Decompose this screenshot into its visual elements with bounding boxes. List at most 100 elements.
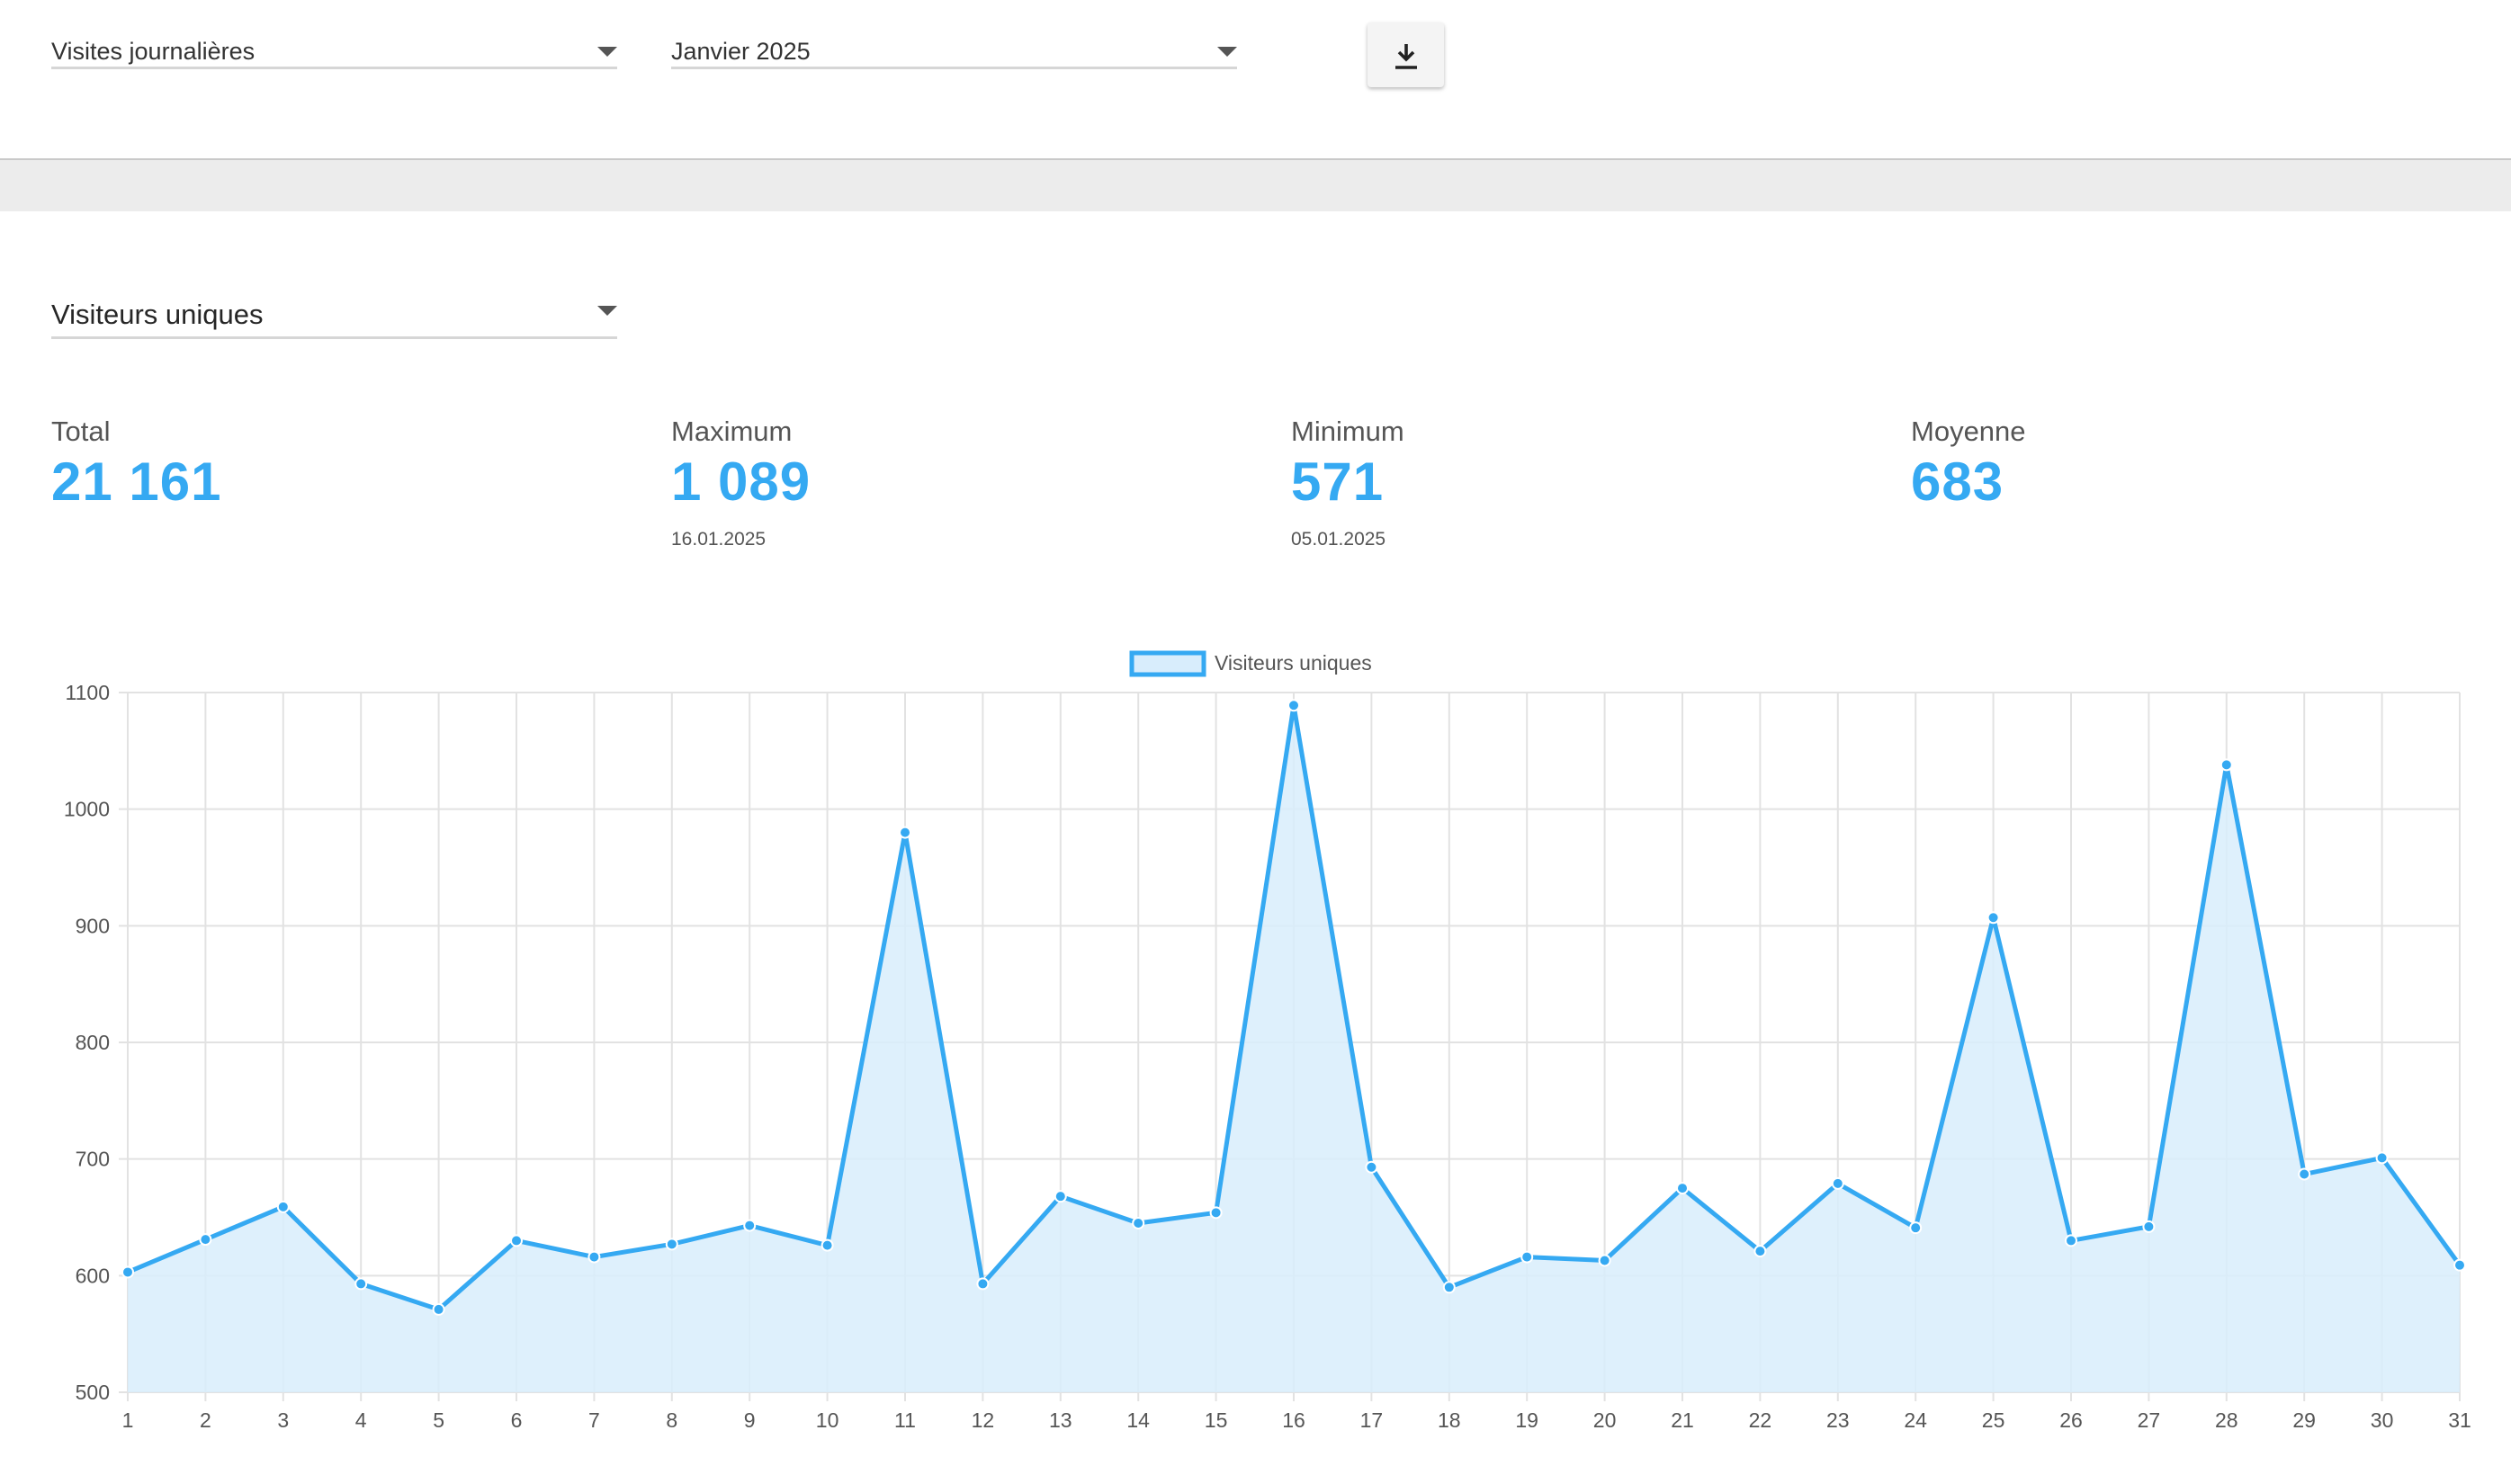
data-point <box>1442 1281 1456 1294</box>
data-point <box>1753 1245 1767 1258</box>
x-tick-label: 23 <box>1826 1408 1850 1432</box>
data-point <box>1209 1206 1223 1220</box>
section-separator-band <box>0 160 2511 211</box>
stat-average-value: 683 <box>1911 451 2004 512</box>
x-tick-label: 18 <box>1438 1408 1461 1432</box>
y-tick-label: 600 <box>76 1264 110 1287</box>
x-tick-label: 14 <box>1126 1408 1150 1432</box>
x-tick-label: 4 <box>355 1408 367 1432</box>
data-point <box>2298 1167 2311 1181</box>
x-tick-label: 28 <box>2215 1408 2238 1432</box>
x-tick-label: 15 <box>1205 1408 1228 1432</box>
data-point <box>1054 1190 1067 1203</box>
x-tick-label: 8 <box>666 1408 677 1432</box>
data-point <box>2220 758 2233 772</box>
data-point <box>2375 1151 2389 1165</box>
y-tick-label: 700 <box>76 1148 110 1171</box>
stat-maximum: Maximum 1 089 16.01.2025 <box>671 416 811 550</box>
data-point <box>1598 1254 1611 1267</box>
x-tick-label: 31 <box>2448 1408 2471 1432</box>
visits-type-select[interactable]: Visites journalières <box>51 34 617 69</box>
data-point <box>199 1233 212 1247</box>
x-tick-label: 2 <box>200 1408 211 1432</box>
x-tick-label: 27 <box>2138 1408 2161 1432</box>
x-tick-label: 25 <box>1982 1408 2005 1432</box>
data-point <box>1676 1182 1689 1195</box>
x-tick-label: 17 <box>1360 1408 1384 1432</box>
download-button[interactable] <box>1368 22 1444 87</box>
y-tick-label: 1000 <box>64 798 110 821</box>
data-point <box>976 1277 990 1291</box>
stat-total: Total 21 161 <box>51 416 222 509</box>
data-point <box>899 826 911 839</box>
stat-maximum-label: Maximum <box>671 416 793 447</box>
data-point <box>1365 1160 1378 1174</box>
caret-down-icon <box>1217 47 1237 57</box>
header-divider <box>0 158 2511 160</box>
data-point <box>510 1234 523 1247</box>
visits-type-select-value: Visites journalières <box>51 38 256 65</box>
data-point <box>276 1200 290 1213</box>
data-point <box>2142 1220 2156 1233</box>
data-point <box>1986 911 2000 925</box>
x-tick-label: 1 <box>122 1408 134 1432</box>
data-point <box>2065 1234 2077 1247</box>
x-tick-label: 29 <box>2292 1408 2316 1432</box>
month-select-value: Janvier 2025 <box>671 38 811 65</box>
data-point <box>432 1302 445 1316</box>
stat-total-label: Total <box>51 416 111 447</box>
data-point <box>1520 1250 1534 1264</box>
y-tick-label: 800 <box>76 1031 110 1054</box>
stat-average: Moyenne 683 <box>1911 416 2026 509</box>
caret-down-icon <box>597 47 617 57</box>
caret-down-icon <box>597 306 617 316</box>
y-tick-label: 900 <box>76 914 110 937</box>
x-tick-label: 6 <box>511 1408 523 1432</box>
x-tick-label: 16 <box>1282 1408 1305 1432</box>
stat-maximum-date: 16.01.2025 <box>671 529 767 550</box>
data-point <box>2453 1258 2466 1272</box>
stat-minimum: Minimum 571 05.01.2025 <box>1291 416 1404 550</box>
data-point <box>821 1238 834 1252</box>
x-tick-label: 13 <box>1049 1408 1072 1432</box>
metric-select-value: Visiteurs uniques <box>51 299 264 330</box>
x-tick-label: 22 <box>1749 1408 1772 1432</box>
data-point <box>587 1250 601 1264</box>
legend-label: Visiteurs uniques <box>1215 651 1372 675</box>
x-tick-label: 11 <box>894 1408 916 1432</box>
data-point <box>1831 1176 1844 1190</box>
x-tick-label: 9 <box>744 1408 756 1432</box>
data-point <box>1132 1216 1145 1229</box>
x-tick-label: 30 <box>2371 1408 2394 1432</box>
data-point <box>743 1219 757 1232</box>
x-tick-label: 20 <box>1593 1408 1617 1432</box>
y-tick-label: 1100 <box>66 681 110 704</box>
download-icon <box>1395 44 1417 69</box>
x-tick-label: 3 <box>277 1408 289 1432</box>
x-tick-label: 10 <box>816 1408 839 1432</box>
x-tick-label: 5 <box>433 1408 444 1432</box>
stat-maximum-value: 1 089 <box>671 451 812 512</box>
x-tick-label: 24 <box>1904 1408 1927 1432</box>
series-area <box>128 705 2460 1392</box>
stat-average-label: Moyenne <box>1911 416 2026 447</box>
month-select[interactable]: Janvier 2025 <box>671 34 1237 69</box>
metric-select[interactable]: Visiteurs uniques <box>51 297 617 339</box>
legend-swatch <box>1129 650 1206 677</box>
data-point <box>121 1265 134 1279</box>
stat-minimum-label: Minimum <box>1291 416 1404 447</box>
x-tick-label: 21 <box>1671 1408 1694 1432</box>
data-point <box>665 1238 678 1251</box>
stat-minimum-value: 571 <box>1291 451 1385 512</box>
data-point <box>1909 1221 1923 1235</box>
stat-minimum-date: 05.01.2025 <box>1291 529 1386 550</box>
y-tick-label: 500 <box>76 1381 110 1404</box>
x-tick-label: 19 <box>1515 1408 1538 1432</box>
stat-total-value: 21 161 <box>51 451 222 512</box>
data-point <box>1287 699 1300 712</box>
x-tick-label: 26 <box>2059 1408 2083 1432</box>
x-tick-label: 12 <box>972 1408 995 1432</box>
x-tick-label: 7 <box>588 1408 600 1432</box>
data-point <box>354 1277 368 1291</box>
